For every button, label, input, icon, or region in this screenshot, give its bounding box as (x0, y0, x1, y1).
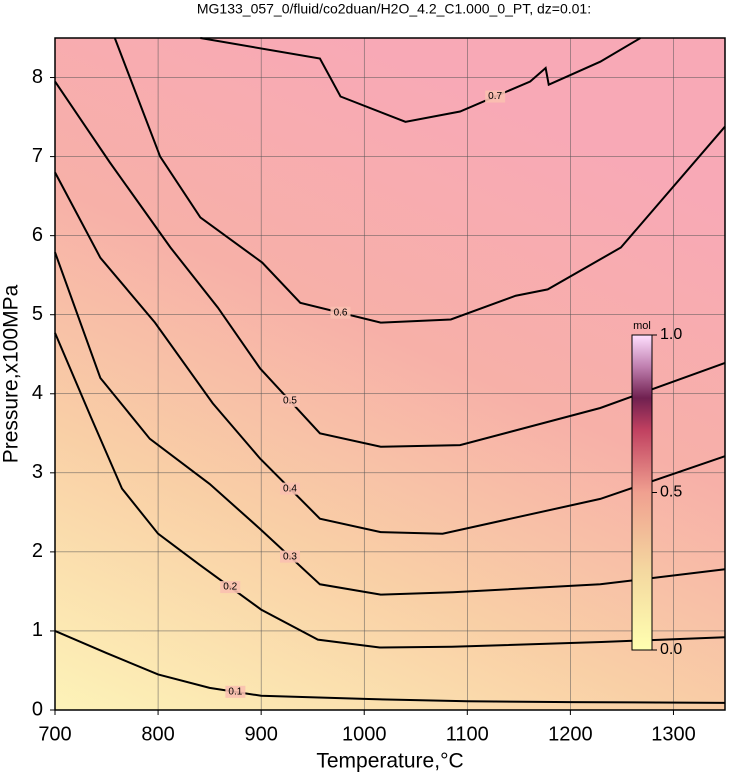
x-tick-label: 1100 (446, 723, 489, 745)
y-tick-label: 6 (32, 224, 43, 246)
contour-label: 0.2 (223, 582, 237, 593)
contour-label: 0.6 (334, 307, 348, 318)
x-tick-label: 1200 (548, 723, 593, 745)
y-tick-label: 5 (32, 303, 43, 325)
y-tick-label: 4 (32, 382, 43, 404)
y-tick-label: 1 (32, 619, 43, 641)
x-tick-label: 1000 (342, 723, 387, 745)
contour-line (113, 37, 726, 324)
colorbar-tick-label: 0.0 (660, 641, 682, 658)
y-tick-label: 2 (32, 540, 43, 562)
contour-label-bg (280, 394, 301, 407)
contour-line (54, 630, 726, 704)
plot-background (55, 38, 725, 710)
x-tick-label: 900 (244, 723, 277, 745)
plot-frame (54, 37, 726, 711)
chart-title: MG133_057_0/fluid/co2duan/H2O_4.2_C1.000… (197, 1, 591, 17)
y-tick-label: 3 (32, 461, 43, 483)
y-tick-label: 0 (32, 698, 43, 720)
contour-label: 0.7 (488, 91, 502, 102)
contour-label-bg (220, 581, 241, 594)
x-tick-label: 700 (38, 723, 71, 745)
contours: 0.1 0.2 0.3 0.4 0.5 0.6 0.7 (54, 37, 726, 704)
grid (54, 38, 725, 711)
contour-label-bg (280, 550, 301, 563)
contour-label-bg (225, 685, 246, 698)
colorbar-label: mol (633, 320, 651, 332)
x-axis-label: Temperature,°C (316, 750, 463, 773)
contour-label-bg (485, 90, 506, 103)
contour-label: 0.3 (283, 551, 297, 562)
contour-line (54, 332, 726, 649)
x-tick-label: 1300 (651, 723, 696, 745)
y-tick-label: 8 (32, 66, 43, 88)
contour-label-bg (330, 306, 351, 319)
contour-label: 0.5 (283, 396, 297, 407)
contour-label-bg (280, 482, 301, 495)
contour-label: 0.4 (283, 483, 297, 494)
colorbar-tick-label: 1.0 (660, 326, 682, 343)
y-tick-label: 7 (32, 145, 43, 167)
x-tick-label: 800 (141, 723, 174, 745)
colorbar-tick-label: 0.5 (660, 484, 682, 501)
colorbar (631, 334, 653, 651)
y-axis-label: Pressure,x100MPa (0, 284, 23, 463)
contour-label: 0.1 (228, 686, 242, 697)
